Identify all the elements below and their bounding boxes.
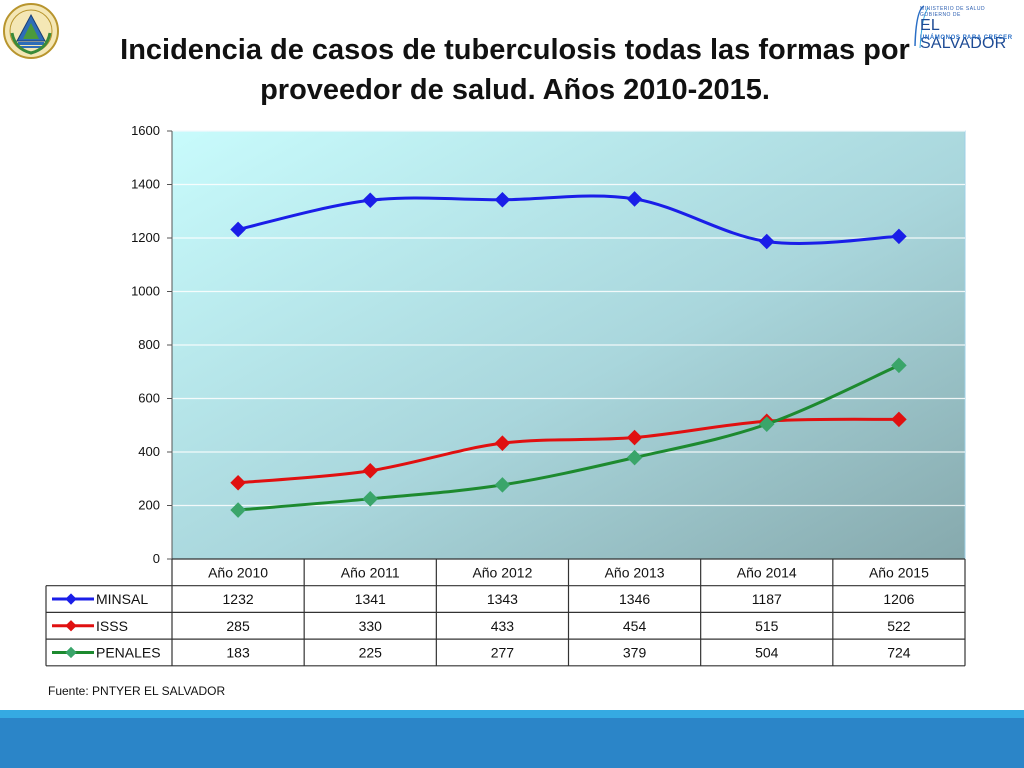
table-value-cell: 504 [755, 644, 779, 660]
table-value-cell: 1232 [223, 591, 254, 607]
source-note: Fuente: PNTYER EL SALVADOR [48, 684, 226, 698]
y-tick-label: 200 [138, 498, 160, 513]
y-tick-label: 1600 [131, 123, 160, 138]
legend-marker [65, 646, 77, 659]
table-value-cell: 183 [226, 644, 250, 660]
data-point-penales [230, 502, 246, 518]
series-line-minsal [237, 194, 899, 245]
table-value-cell: 1343 [487, 591, 518, 607]
table-value-cell: 225 [359, 644, 383, 660]
legend-marker [65, 620, 77, 632]
x-category-label: Año 2012 [472, 564, 532, 580]
logo-government-text: GOBIERNO DE [920, 12, 961, 18]
footer-band-dark [0, 718, 1024, 768]
y-tick-label: 1200 [131, 230, 160, 245]
el-salvador-seal-logo [3, 3, 59, 59]
data-point-minsal [891, 228, 907, 245]
logo-country-text: EL SALVADOR [920, 17, 1007, 52]
table-value-cell: 379 [623, 644, 647, 660]
x-category-label: Año 2010 [208, 564, 268, 580]
legend-series-name: ISSS [96, 618, 128, 634]
x-category-label: Año 2015 [869, 564, 929, 580]
x-category-label: Año 2011 [341, 564, 400, 580]
x-category-label: Año 2014 [737, 564, 797, 580]
logo-ministry-text: MINISTERIO DE SALUD [920, 6, 986, 12]
gridlines [172, 130, 965, 507]
legend-marker [65, 593, 77, 605]
series-line-penales [237, 363, 900, 512]
y-tick-label: 800 [138, 337, 160, 352]
y-tick-label: 1000 [131, 284, 160, 299]
y-tick-label: 400 [138, 444, 160, 459]
x-category-label: Año 2013 [605, 564, 665, 580]
y-axis: 0 200 400 600 800 1000 1200 1400 1600 [131, 123, 173, 566]
table-value-cell: 1341 [355, 591, 386, 607]
table-value-cell: 433 [491, 618, 515, 634]
table-value-cell: 277 [491, 644, 515, 660]
table-value-cell: 1346 [619, 591, 650, 607]
data-table: Año 2010 Año 2011 Año 2012 Año 2013 Año 2014… [45, 558, 966, 667]
data-point-isss [230, 474, 246, 491]
table-value-cell: 1187 [752, 591, 782, 607]
y-tick-label: 0 [153, 551, 160, 566]
data-point-minsal [494, 191, 511, 208]
table-value-cell: 1206 [883, 591, 914, 607]
y-tick-label: 1400 [131, 177, 160, 192]
table-value-cell: 515 [755, 618, 779, 634]
table-value-cell: 454 [623, 618, 647, 634]
data-point-minsal [758, 233, 775, 250]
data-point-minsal [362, 192, 379, 209]
el-salvador-government-logo: MINISTERIO DE SALUD GOBIERNO DE EL SALVA… [912, 2, 1022, 52]
footer-band-light [0, 710, 1024, 718]
data-point-minsal [230, 221, 246, 238]
legend-series-name: PENALES [96, 644, 161, 660]
table-value-cell: 522 [887, 618, 911, 634]
data-point-minsal [626, 191, 643, 207]
series-line-isss [237, 417, 899, 485]
logo-slogan-text: UNÁMONOS PARA CRECER [920, 35, 1013, 41]
table-value-cell: 285 [226, 618, 250, 634]
y-tick-label: 600 [138, 391, 160, 406]
slide-title: Incidencia de casos de tuberculosis toda… [120, 34, 910, 106]
legend-series-name: MINSAL [96, 591, 148, 607]
table-value-cell: 724 [887, 644, 911, 660]
table-value-cell: 330 [359, 618, 383, 634]
